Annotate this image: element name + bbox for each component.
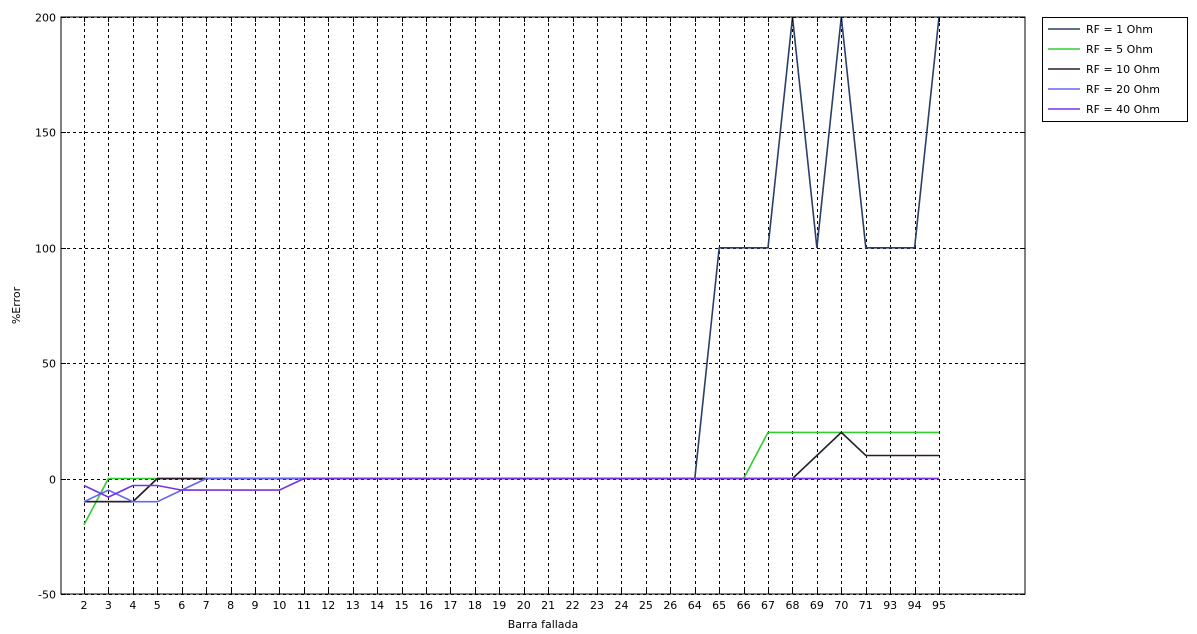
x-tick-label: 94 bbox=[908, 599, 922, 612]
x-tick-label: 66 bbox=[737, 599, 751, 612]
x-tick-label: 2 bbox=[81, 599, 88, 612]
x-tick-label: 65 bbox=[712, 599, 726, 612]
x-tick-label: 7 bbox=[203, 599, 210, 612]
x-tick-label: 24 bbox=[614, 599, 628, 612]
legend-label: RF = 1 Ohm bbox=[1086, 23, 1153, 36]
y-tick-label: 150 bbox=[35, 127, 56, 140]
legend: RF = 1 Ohm RF = 5 Ohm RF = 10 Ohm RF = 20 O… bbox=[1042, 17, 1188, 122]
x-tick-label: 21 bbox=[541, 599, 555, 612]
x-tick-label: 68 bbox=[785, 599, 799, 612]
y-tick-label: 0 bbox=[49, 474, 56, 487]
x-tick-label: 67 bbox=[761, 599, 775, 612]
x-tick-label: 19 bbox=[492, 599, 506, 612]
series-line-rf-10-ohm bbox=[84, 431, 939, 503]
x-tick-label: 26 bbox=[663, 599, 677, 612]
y-tick-label: -50 bbox=[38, 589, 56, 602]
legend-label: RF = 20 Ohm bbox=[1086, 83, 1160, 96]
x-tick-label: 64 bbox=[688, 599, 702, 612]
x-tick-label: 5 bbox=[154, 599, 161, 612]
plot-frame bbox=[60, 16, 1026, 595]
x-tick-label: 20 bbox=[517, 599, 531, 612]
x-tick-label: 71 bbox=[859, 599, 873, 612]
x-tick-label: 70 bbox=[834, 599, 848, 612]
x-tick-label: 17 bbox=[443, 599, 457, 612]
tick-layer bbox=[61, 17, 1025, 595]
y-tick-label: 100 bbox=[35, 243, 56, 256]
x-tick-label: 14 bbox=[370, 599, 384, 612]
x-tick-label: 69 bbox=[810, 599, 824, 612]
x-tick-label: 18 bbox=[468, 599, 482, 612]
x-tick-label: 13 bbox=[346, 599, 360, 612]
legend-label: RF = 40 Ohm bbox=[1086, 103, 1160, 116]
y-tick-label: 50 bbox=[42, 358, 56, 371]
series-line-rf-40-ohm bbox=[83, 477, 939, 498]
x-tick-label: 22 bbox=[566, 599, 580, 612]
x-axis-label: Barra fallada bbox=[508, 618, 579, 631]
grid-layer bbox=[61, 17, 1025, 595]
x-tick-label: 11 bbox=[297, 599, 311, 612]
x-tick-label: 23 bbox=[590, 599, 604, 612]
series-line-rf-1-ohm bbox=[84, 16, 940, 503]
x-tick-label: 25 bbox=[639, 599, 653, 612]
x-tick-label: 3 bbox=[105, 599, 112, 612]
x-tick-label: 15 bbox=[395, 599, 409, 612]
x-tick-label: 10 bbox=[272, 599, 286, 612]
x-tick-labels: 2 3 4 5 6 7 8 9 10 11 12 13 14 15 16 17 18 19 20 21 22 23 24 25… bbox=[81, 599, 947, 612]
series-layer bbox=[83, 16, 940, 526]
x-tick-label: 12 bbox=[321, 599, 335, 612]
x-tick-label: 6 bbox=[178, 599, 185, 612]
y-axis-label: %Error bbox=[10, 286, 23, 324]
y-tick-labels: -50 0 50 100 150 200 bbox=[35, 12, 56, 602]
x-tick-label: 8 bbox=[227, 599, 234, 612]
x-tick-label: 93 bbox=[883, 599, 897, 612]
x-tick-label: 95 bbox=[932, 599, 946, 612]
legend-label: RF = 10 Ohm bbox=[1086, 63, 1160, 76]
x-tick-label: 16 bbox=[419, 599, 433, 612]
x-tick-label: 4 bbox=[129, 599, 136, 612]
x-tick-label: 9 bbox=[252, 599, 259, 612]
y-tick-label: 200 bbox=[35, 12, 56, 25]
legend-label: RF = 5 Ohm bbox=[1086, 43, 1153, 56]
